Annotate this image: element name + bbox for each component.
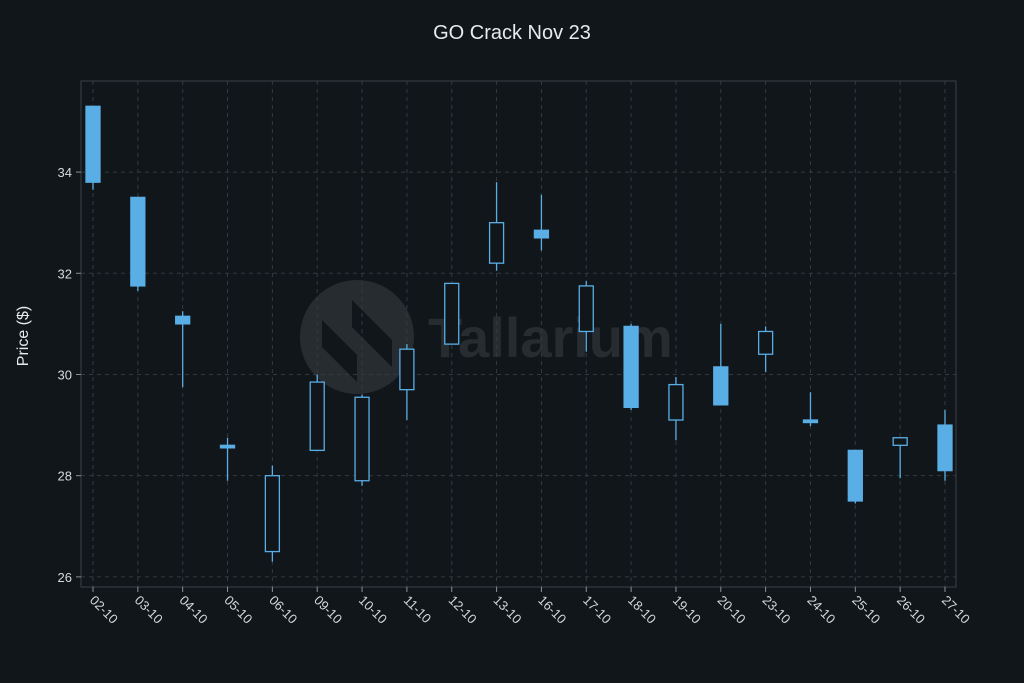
candle-06-10 — [264, 465, 281, 562]
candle-body-down — [847, 449, 863, 502]
candle-body-up — [264, 475, 281, 553]
candle-body-down — [623, 325, 639, 409]
candle-body-down — [937, 424, 953, 472]
x-tick-label: 12-10 — [446, 593, 480, 627]
chart-title: GO Crack Nov 23 — [433, 22, 591, 44]
candle-09-10 — [309, 374, 325, 452]
candle-body-down — [533, 229, 550, 239]
x-tick-label: 04-10 — [177, 593, 211, 627]
candle-body-up — [488, 222, 505, 264]
y-tick-label: 28 — [58, 469, 72, 484]
candle-05-10 — [219, 437, 236, 481]
candle-19-10 — [668, 377, 684, 441]
candle-11-10 — [399, 344, 415, 421]
x-tick-label: 20-10 — [715, 593, 749, 627]
candle-body-down — [175, 315, 191, 325]
candle-body-up — [757, 330, 774, 355]
candle-16-10 — [533, 194, 550, 251]
tallarium-watermark: Tallarium — [300, 280, 673, 394]
candle-body-up — [892, 437, 908, 446]
candle-23-10 — [757, 326, 774, 372]
candle-03-10 — [130, 196, 146, 291]
candle-27-10 — [937, 409, 953, 481]
candle-body-up — [668, 383, 684, 421]
x-tick-label: 16-10 — [535, 593, 569, 627]
x-tick-label: 06-10 — [266, 593, 300, 627]
candle-body-up — [309, 381, 325, 452]
x-tick-label: 23-10 — [760, 593, 794, 627]
grid — [81, 81, 956, 587]
x-tick-label: 09-10 — [311, 593, 345, 627]
x-tick-label: 26-10 — [894, 593, 928, 627]
y-tick-label: 32 — [58, 266, 72, 281]
candle-body-up — [578, 285, 594, 333]
candle-10-10 — [354, 394, 370, 486]
candle-12-10 — [444, 282, 460, 345]
y-tick-label: 30 — [58, 367, 72, 382]
candle-02-10 — [85, 105, 101, 190]
x-tick-label: 13-10 — [490, 593, 524, 627]
candle-18-10 — [623, 323, 639, 410]
candle-25-10 — [847, 449, 863, 504]
x-tick-label: 17-10 — [580, 593, 614, 627]
candle-body-down — [85, 105, 101, 183]
x-tick-label: 24-10 — [804, 593, 838, 627]
plot-frame — [80, 80, 957, 588]
y-tick-label: 26 — [58, 570, 72, 585]
candle-body-up — [444, 282, 460, 345]
candle-body-up — [399, 348, 415, 391]
candle-body-down — [130, 196, 146, 287]
y-tick-label: 34 — [58, 165, 72, 180]
x-tick-label: 25-10 — [849, 593, 883, 627]
candle-24-10 — [802, 392, 819, 427]
candle-17-10 — [578, 280, 594, 352]
candle-04-10 — [175, 311, 191, 388]
candle-13-10 — [488, 182, 505, 271]
x-tick-label: 11-10 — [401, 593, 434, 626]
x-tick-label: 18-10 — [625, 593, 659, 627]
x-tick-label: 10-10 — [356, 593, 390, 627]
candle-body-down — [219, 444, 236, 449]
tallarium-logo-icon — [300, 280, 414, 394]
x-tick-label: 05-10 — [221, 593, 255, 627]
x-tick-label: 19-10 — [670, 593, 704, 627]
candle-20-10 — [713, 323, 729, 406]
candle-body-up — [354, 396, 370, 482]
candles — [85, 105, 953, 562]
x-tick-label: 03-10 — [132, 593, 166, 627]
x-tick-label: 02-10 — [87, 593, 121, 627]
candle-26-10 — [892, 437, 908, 479]
x-tick-label: 27-10 — [939, 593, 973, 627]
candle-body-down — [802, 419, 819, 424]
candle-body-down — [713, 366, 729, 406]
